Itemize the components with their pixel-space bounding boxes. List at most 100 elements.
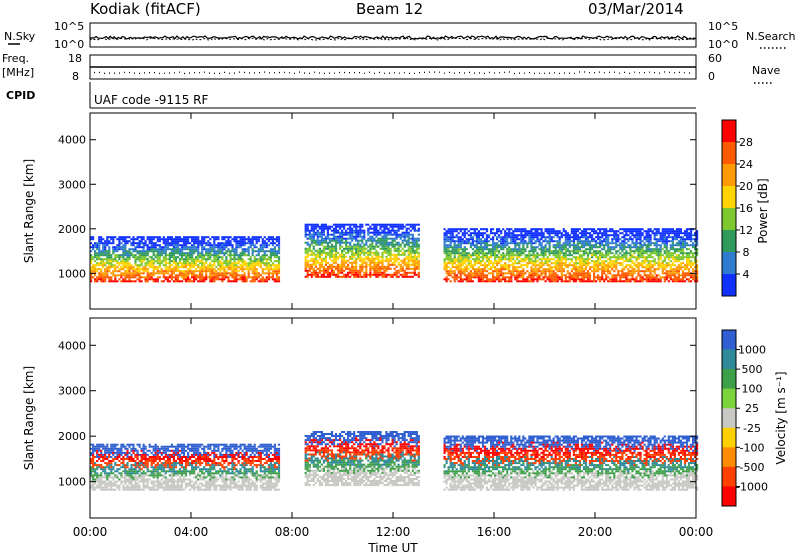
power-echo-cell [570, 270, 573, 273]
power-echo-cell [314, 249, 317, 252]
power-echo-cell [379, 247, 382, 250]
power-echo-cell [641, 276, 644, 279]
power-echo-cell [548, 278, 551, 281]
power-echo-cell [395, 223, 398, 226]
power-echo-cell [227, 264, 230, 267]
power-echo-cell [176, 242, 180, 245]
power-echo-cell [451, 234, 454, 237]
power-echo-cell [510, 232, 513, 235]
power-echo-cell [160, 248, 163, 251]
power-echo-cell [473, 232, 476, 235]
power-echo-cell [530, 254, 533, 257]
power-echo-cell [241, 280, 244, 283]
power-echo-cell [180, 274, 184, 277]
power-echo-cell [582, 272, 586, 275]
power-echo-cell [597, 258, 600, 261]
power-echo-cell [457, 264, 460, 267]
power-echo-cell [605, 252, 608, 255]
power-echo-cell [359, 235, 362, 238]
power-echo-cell [223, 270, 226, 273]
power-echo-cell [379, 237, 382, 240]
power-echo-cell [191, 250, 194, 253]
power-echo-cell [633, 228, 636, 231]
power-echo-cell [653, 258, 656, 261]
power-echo-cell [487, 248, 491, 251]
power-echo-cell [629, 246, 632, 249]
power-echo-cell [227, 244, 230, 247]
power-echo-cell [387, 241, 390, 244]
power-echo-cell [146, 246, 149, 249]
power-echo-cell [102, 260, 105, 263]
power-echo-cell [401, 253, 404, 256]
power-echo-cell [401, 265, 404, 268]
power-echo-cell [389, 263, 392, 266]
power-echo-cell [178, 258, 182, 261]
power-echo-cell [357, 243, 360, 246]
power-echo-cell [629, 280, 632, 283]
power-echo-cell [322, 247, 325, 250]
power-echo-cell [629, 252, 632, 255]
power-echo-cell [355, 229, 358, 232]
power-echo-cell [320, 225, 323, 228]
power-echo-cell [524, 258, 527, 261]
power-echo-cell [261, 238, 264, 241]
power-echo-cell [144, 264, 147, 267]
power-echo-cell [98, 272, 101, 275]
power-echo-cell [498, 280, 501, 283]
power-echo-cell [645, 236, 648, 239]
power-echo-cell [162, 280, 165, 283]
power-echo-cell [174, 260, 177, 263]
power-echo-cell [128, 280, 131, 283]
power-echo-cell [516, 254, 519, 257]
power-echo-cell [189, 252, 192, 255]
power-echo-cell [343, 225, 346, 228]
power-echo-cell [578, 278, 581, 281]
power-echo-cell [359, 267, 362, 270]
power-echo-cell [104, 258, 107, 261]
power-echo-cell [359, 275, 362, 278]
power-echo-cell [556, 234, 559, 237]
power-echo-cell [611, 234, 614, 237]
power-echo-cell [562, 242, 565, 245]
power-echo-cell [465, 252, 468, 255]
power-echo-cell [613, 266, 616, 269]
power-echo-cell [339, 227, 342, 230]
power-echo-cell [405, 223, 408, 226]
power-echo-cell [653, 250, 656, 253]
power-echo-cell [271, 240, 274, 243]
power-echo-cell [413, 259, 416, 262]
power-echo-cell [542, 256, 545, 259]
power-echo-cell [345, 273, 348, 276]
power-echo-cell [140, 246, 143, 249]
power-echo-cell [128, 274, 131, 277]
power-echo-cell [599, 268, 602, 271]
power-echo-cell [500, 270, 503, 273]
power-echo-cell [467, 264, 470, 267]
power-echo-cell [322, 241, 325, 244]
power-echo-cell [377, 267, 380, 270]
power-echo-cell [453, 254, 456, 257]
power-echo-cell [524, 236, 527, 239]
power-echo-cell [659, 252, 662, 255]
power-echo-cell [502, 278, 505, 281]
power-echo-cell [544, 280, 547, 283]
power-echo-cell [483, 232, 487, 235]
power-echo-cell [308, 237, 311, 240]
power-echo-cell [221, 246, 224, 249]
power-echo-cell [449, 232, 452, 235]
power-echo-cell [229, 264, 232, 267]
power-echo-cell [332, 255, 336, 258]
power-echo-cell [148, 276, 151, 279]
power-echo-cell [532, 250, 535, 253]
power-echo-cell [469, 256, 472, 259]
power-echo-cell [184, 260, 188, 263]
power-echo-cell [609, 264, 612, 267]
power-echo-cell [357, 255, 360, 258]
power-echo-cell [576, 262, 579, 265]
power-echo-cell [415, 267, 418, 270]
power-echo-cell [146, 252, 149, 255]
power-echo-cell [357, 253, 360, 256]
power-echo-cell [164, 278, 167, 281]
power-echo-cell [599, 278, 602, 281]
power-echo-cell [391, 239, 394, 242]
